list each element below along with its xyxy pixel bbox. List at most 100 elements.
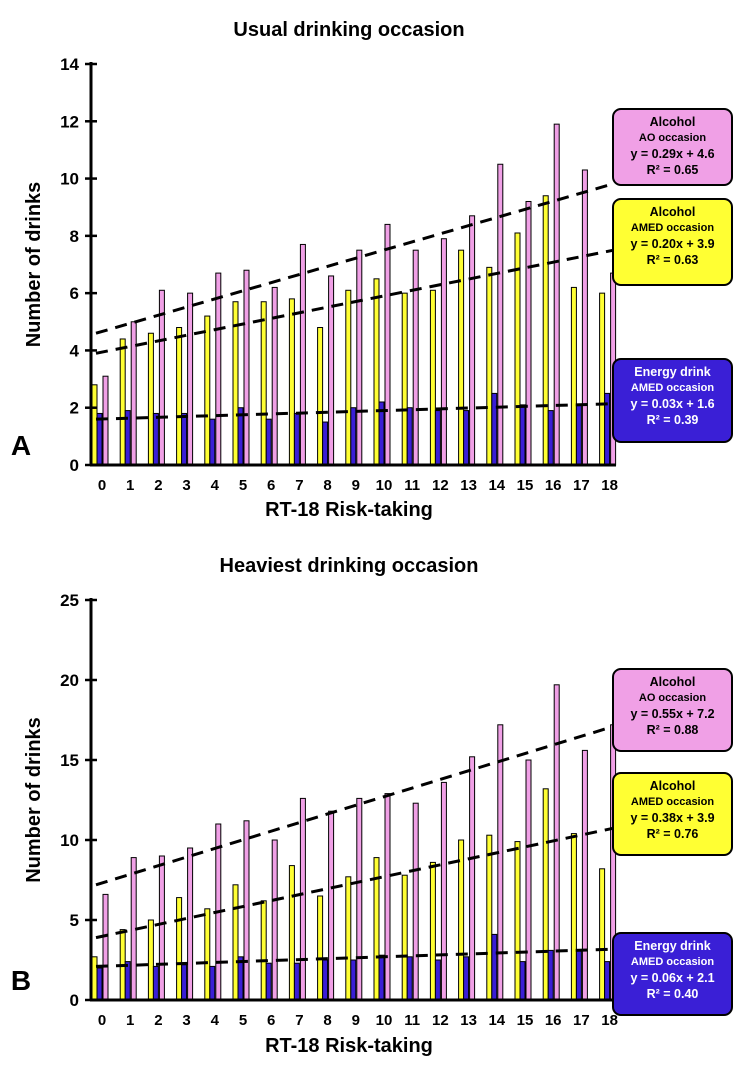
bar-2-4 bbox=[215, 272, 222, 466]
x-tick-label: 7 bbox=[295, 1012, 303, 1029]
bar-0-13 bbox=[458, 839, 465, 1001]
bar-0-18 bbox=[599, 868, 606, 1001]
legend-r2: R² = 0.65 bbox=[646, 163, 699, 177]
bar-0-4 bbox=[204, 908, 211, 1001]
legend-sub: AMED occasion bbox=[630, 222, 715, 234]
legend-r2: R² = 0.39 bbox=[646, 413, 699, 427]
bar-1-5 bbox=[237, 956, 244, 1001]
y-tick-label: 5 bbox=[70, 911, 79, 930]
bar-1-11 bbox=[406, 407, 413, 466]
bar-1-6 bbox=[265, 962, 272, 1001]
bar-1-7 bbox=[293, 962, 300, 1001]
y-tick-label: 20 bbox=[60, 671, 79, 690]
bar-2-14 bbox=[497, 163, 504, 466]
y-tick-label: 10 bbox=[60, 831, 79, 850]
legend-r2: R² = 0.88 bbox=[646, 723, 699, 737]
x-tick-label: 18 bbox=[601, 1012, 618, 1029]
bar-2-6 bbox=[271, 286, 278, 466]
bar-2-7 bbox=[299, 243, 306, 466]
legend-eq: y = 0.03x + 1.6 bbox=[630, 397, 715, 411]
legend-title: Alcohol bbox=[649, 675, 696, 689]
x-tick-label: 14 bbox=[488, 1012, 505, 1029]
x-tick-label: 14 bbox=[488, 477, 505, 494]
bar-1-9 bbox=[350, 407, 357, 466]
bar-0-7 bbox=[288, 298, 295, 466]
bar-2-12 bbox=[440, 781, 447, 1001]
legend-eq: y = 0.55x + 7.2 bbox=[630, 707, 715, 721]
x-tick-label: 16 bbox=[545, 477, 562, 494]
bar-2-9 bbox=[356, 249, 363, 466]
legend-box: Alcohol AO occasion y = 0.55x + 7.2 R² = 0.… bbox=[612, 668, 733, 752]
y-tick-label: 0 bbox=[70, 456, 79, 475]
legend-eq: y = 0.29x + 4.6 bbox=[630, 147, 715, 161]
x-tick-label: 11 bbox=[404, 477, 420, 494]
legend-title: Energy drink bbox=[634, 365, 711, 379]
bar-1-12 bbox=[434, 410, 441, 466]
y-tick-label: 14 bbox=[60, 55, 79, 74]
bar-0-11 bbox=[401, 292, 408, 466]
x-tick-label: 9 bbox=[352, 1012, 360, 1029]
bar-1-1 bbox=[124, 961, 131, 1001]
legend-eq: y = 0.06x + 2.1 bbox=[630, 971, 715, 985]
bar-2-6 bbox=[271, 839, 278, 1001]
x-tick-label: 0 bbox=[98, 1012, 106, 1029]
x-tick-label: 4 bbox=[211, 1012, 220, 1029]
bar-2-2 bbox=[158, 855, 165, 1001]
bar-2-5 bbox=[243, 269, 250, 466]
x-tick-label: 2 bbox=[154, 477, 162, 494]
bar-0-2 bbox=[147, 919, 154, 1001]
x-tick-label: 13 bbox=[460, 477, 477, 494]
bar-2-8 bbox=[328, 810, 335, 1001]
bar-1-13 bbox=[463, 956, 470, 1001]
bar-2-3 bbox=[187, 292, 194, 466]
bar-2-15 bbox=[525, 759, 532, 1001]
bar-2-12 bbox=[440, 238, 447, 466]
y-tick-label: 10 bbox=[60, 170, 79, 189]
bar-2-15 bbox=[525, 200, 532, 466]
legend-sub: AMED occasion bbox=[630, 796, 715, 808]
bar-2-3 bbox=[187, 847, 194, 1001]
bar-2-11 bbox=[412, 802, 419, 1001]
bar-2-16 bbox=[553, 684, 560, 1001]
bar-2-0 bbox=[102, 375, 109, 466]
bar-1-2 bbox=[152, 412, 159, 466]
legend-eq: y = 0.20x + 3.9 bbox=[630, 237, 715, 251]
chart-title: Heaviest drinking occasion bbox=[220, 555, 479, 577]
legend-title: Energy drink bbox=[634, 939, 711, 953]
bar-1-4 bbox=[209, 418, 216, 466]
bar-0-14 bbox=[486, 834, 493, 1001]
x-tick-label: 7 bbox=[295, 477, 303, 494]
bar-2-13 bbox=[469, 756, 476, 1001]
bar-1-14 bbox=[491, 933, 498, 1001]
panel-label: B bbox=[11, 965, 31, 996]
x-tick-label: 5 bbox=[239, 477, 247, 494]
legend-sub: AO occasion bbox=[638, 692, 707, 704]
bar-2-5 bbox=[243, 820, 250, 1001]
bar-0-3 bbox=[176, 327, 183, 466]
panel-label: A bbox=[11, 430, 31, 461]
bar-1-6 bbox=[265, 418, 272, 466]
legend-sub: AO occasion bbox=[638, 132, 707, 144]
trendline-0 bbox=[95, 826, 614, 940]
bar-1-11 bbox=[406, 956, 413, 1001]
bar-0-6 bbox=[260, 301, 267, 466]
y-tick-label: 12 bbox=[60, 112, 79, 131]
legend-title: Alcohol bbox=[649, 115, 696, 129]
bar-1-15 bbox=[519, 961, 526, 1001]
bar-2-0 bbox=[102, 893, 109, 1001]
x-tick-label: 12 bbox=[432, 1012, 449, 1029]
legend-box: Alcohol AMED occasion y = 0.38x + 3.9 R² = … bbox=[612, 772, 733, 856]
legend-box: Alcohol AMED occasion y = 0.20x + 3.9 R² = … bbox=[612, 198, 733, 286]
bar-0-11 bbox=[401, 874, 408, 1001]
trendline-1 bbox=[95, 947, 614, 968]
bar-1-18 bbox=[604, 961, 611, 1001]
legend-box: Energy drink AMED occasion y = 0.03x + 1.6… bbox=[612, 358, 733, 443]
x-tick-label: 8 bbox=[323, 1012, 331, 1029]
bar-1-15 bbox=[519, 404, 526, 466]
bar-0-17 bbox=[570, 286, 577, 466]
x-tick-label: 16 bbox=[545, 1012, 562, 1029]
bar-0-12 bbox=[429, 861, 436, 1001]
bar-0-9 bbox=[345, 289, 352, 466]
